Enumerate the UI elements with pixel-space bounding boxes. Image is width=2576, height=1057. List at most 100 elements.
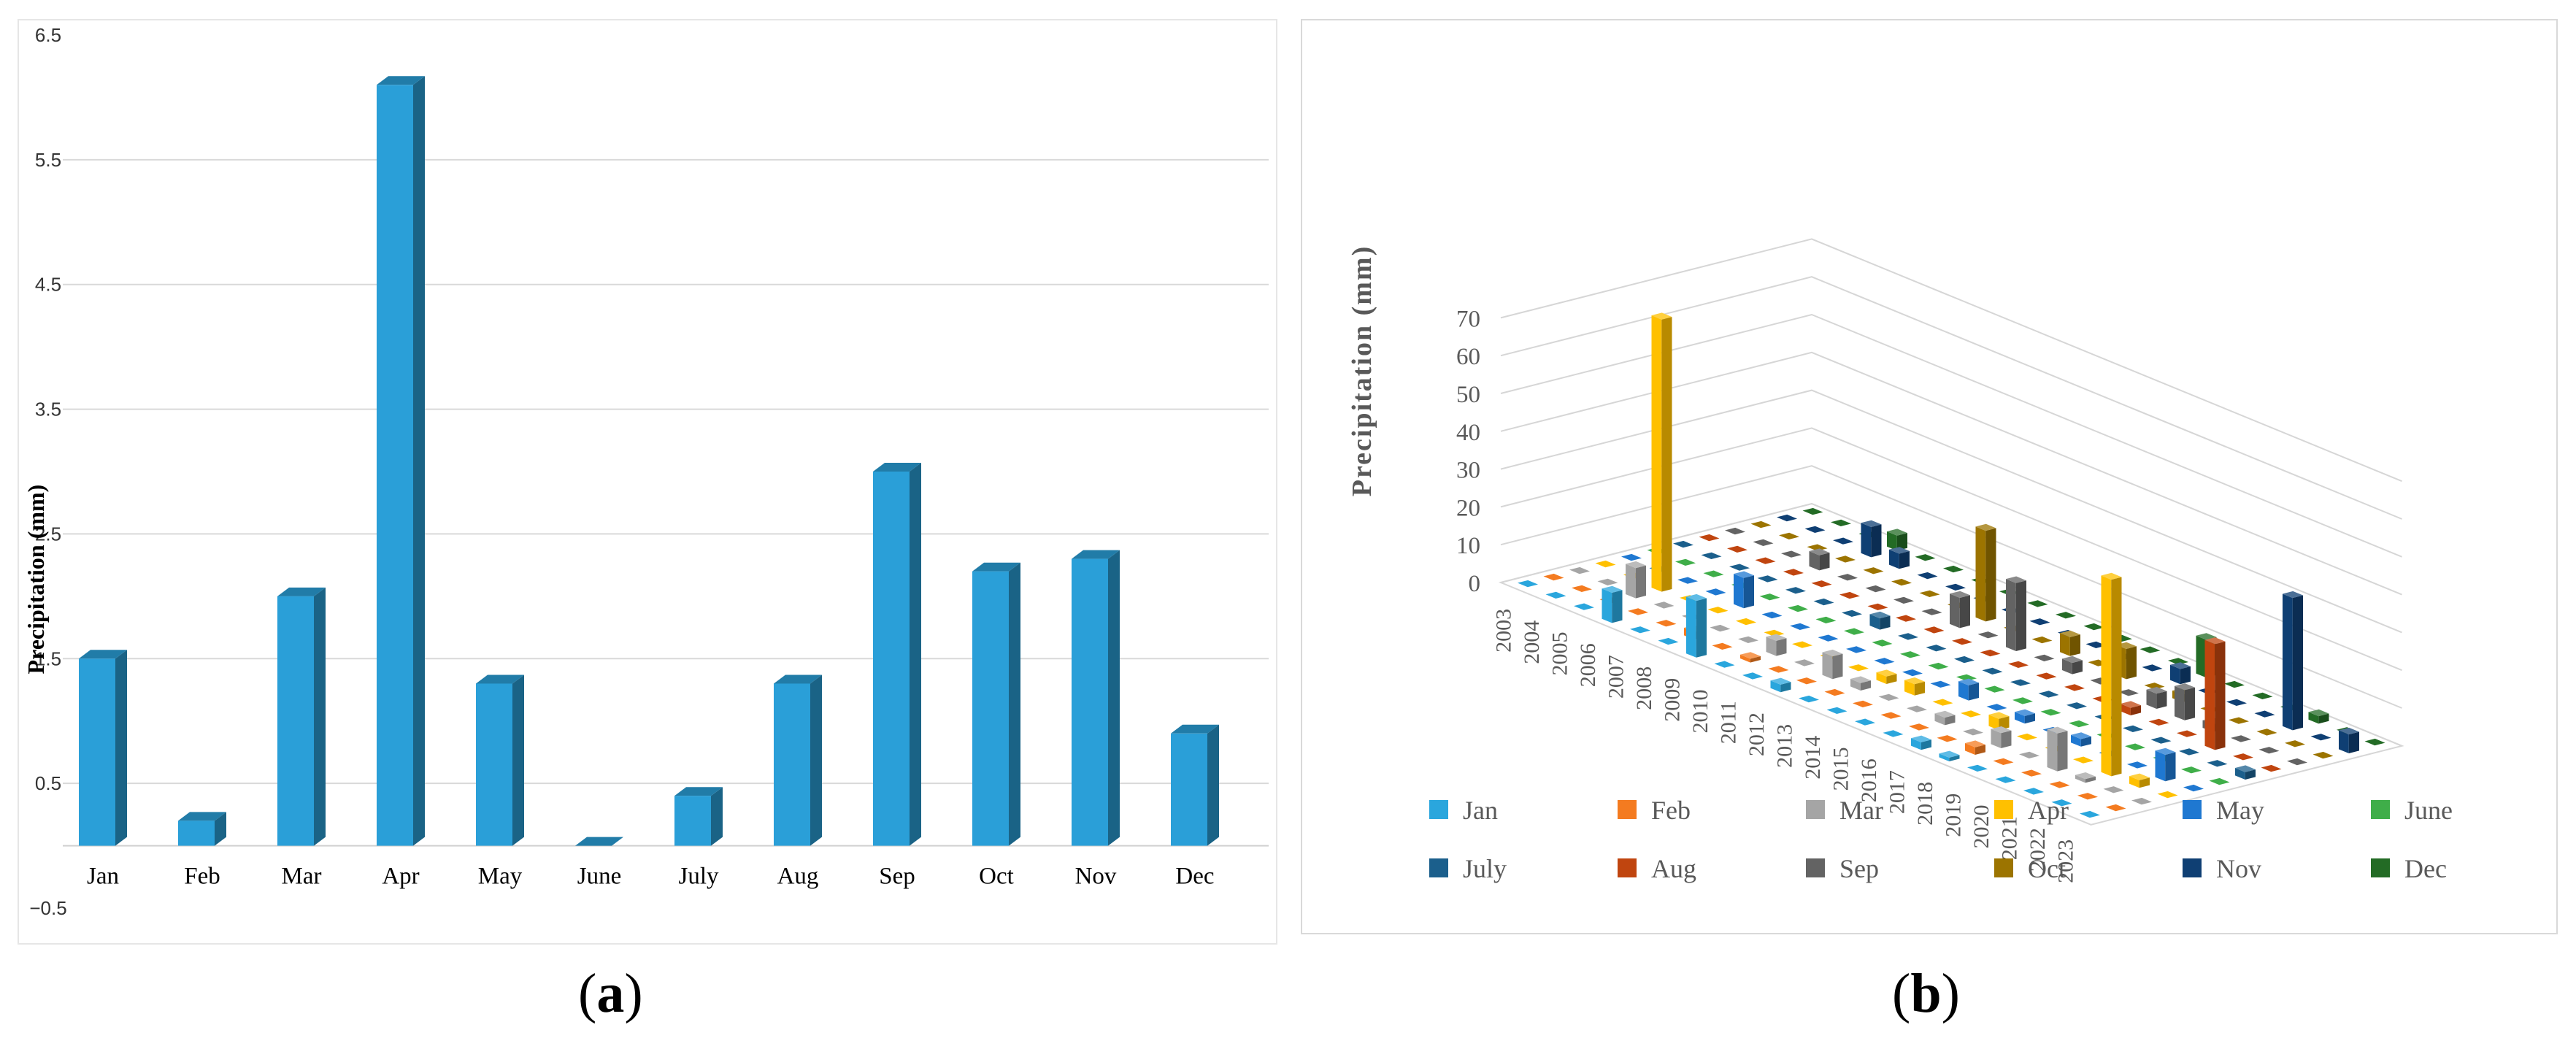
bar-aug-2016 <box>2064 684 2085 691</box>
bar-top-face <box>2339 727 2359 735</box>
bar-flat-marker <box>1569 566 1590 574</box>
bar-flat-marker <box>2261 764 2282 772</box>
bar-front-face <box>2129 776 2139 788</box>
legend-swatch <box>2183 800 2202 819</box>
bar-flat-marker <box>2258 747 2280 754</box>
bar-june-2013 <box>1928 662 1949 670</box>
bar-july-2016 <box>2038 691 2059 698</box>
legend-label: July <box>1463 854 1507 883</box>
bar-front-face <box>1861 523 1872 558</box>
bar-aug-2023 <box>2261 764 2282 772</box>
bar-top-face <box>1911 735 1931 742</box>
bar-aug-2007 <box>1811 580 1832 588</box>
bar-feb-2015 <box>1880 712 1902 719</box>
bar-flat-marker <box>2064 684 2085 691</box>
bar-flat-marker <box>2012 697 2033 704</box>
bar-may-2015 <box>1958 678 1979 701</box>
bar-dec-2006 <box>1887 528 1907 551</box>
y-axis-label: Precipitation (mm) <box>23 485 49 674</box>
bar-flat-marker <box>1874 658 1895 665</box>
legend-swatch <box>1618 858 1637 877</box>
bar-flat-marker <box>1842 610 1862 617</box>
bar-flat-marker <box>1835 556 1856 563</box>
bar-front-face <box>2047 729 2058 772</box>
bar-front-face <box>178 820 215 846</box>
bar-flat-marker <box>1621 553 1642 561</box>
bar-side-face <box>1968 683 1979 701</box>
bar-flat-marker <box>2233 753 2253 761</box>
bar-front-face <box>1991 729 2002 748</box>
z-tick-label: 70 <box>1456 306 1480 332</box>
bar-front-face <box>476 683 512 846</box>
year-tick-label: 2003 <box>1491 609 1515 653</box>
bar-jan-2023 <box>2080 810 2100 818</box>
bar-mar-2018 <box>1991 726 2012 748</box>
bar-front-face <box>2062 658 2072 674</box>
bar-side-face <box>1914 681 1925 696</box>
bar-top-face <box>2060 630 2080 637</box>
bar-nov-2005 <box>1833 537 1853 545</box>
bar-may-2008 <box>1761 611 1783 619</box>
year-tick-label: 2013 <box>1772 724 1796 768</box>
bar-july-2014 <box>1982 667 2003 674</box>
legend-swatch <box>1994 858 2013 877</box>
bar-flat-marker <box>1790 623 1810 630</box>
legend-entry-may: May <box>2183 796 2264 825</box>
bar-flat-marker <box>2123 725 2143 732</box>
bar-front-face <box>1965 743 1975 755</box>
bar-flat-marker <box>1595 560 1616 568</box>
bar-jan-2014 <box>1826 707 1848 714</box>
bar-flat-marker <box>2312 751 2334 759</box>
bar-flat-marker <box>1783 569 1804 576</box>
bar-july-2019 <box>2123 725 2143 732</box>
bar-may-2011 <box>1846 646 1866 653</box>
bar-nov-2017 <box>2170 662 2191 685</box>
bar-flat-marker <box>2285 740 2305 747</box>
bar-front-face <box>2015 712 2025 724</box>
bar-feb-2004 <box>1572 585 1592 592</box>
bar-side-face <box>314 587 326 846</box>
bar-feb-2019 <box>1993 758 2014 765</box>
bar-flat-marker <box>1703 570 1724 577</box>
bar-jan-2020 <box>1995 776 2016 783</box>
bar-aug-2011 <box>1923 626 1945 634</box>
bar-top-face <box>1934 710 1956 718</box>
bar-flat-marker <box>1742 672 1763 680</box>
bar-apr-2016 <box>1961 710 1981 718</box>
bar-side-face <box>1009 562 1020 846</box>
year-tick-label: 2008 <box>1632 666 1656 710</box>
bar-aug-2020 <box>2177 730 2197 737</box>
bar-side-face <box>2080 736 2091 747</box>
bar-flat-marker <box>2183 784 2204 792</box>
bar-side-face <box>2072 660 2083 674</box>
bar-flat-marker <box>1986 704 2007 711</box>
bar-flat-marker <box>2209 777 2230 785</box>
bar-jan-2004 <box>1545 591 1566 599</box>
bar-sep-2012 <box>1977 631 1999 639</box>
year-tick-label: 2019 <box>1941 793 1965 837</box>
bar-side-face <box>2156 691 2167 709</box>
bar-aug-2005 <box>1755 557 1776 564</box>
bar-flat-marker <box>2127 761 2148 769</box>
bar-dec-2013 <box>2083 623 2104 631</box>
bar-dec-2023 <box>2364 738 2385 746</box>
bar-flat-marker <box>1883 730 1904 737</box>
year-tick-label: 2007 <box>1604 655 1628 699</box>
bar-front-face <box>2071 734 2081 747</box>
bar-front-face <box>674 796 711 846</box>
y-tick-label: 2.5 <box>35 523 61 545</box>
bar-june-2010 <box>1844 628 1864 635</box>
bar-apr <box>377 76 425 846</box>
bar-flat-marker <box>1880 712 1902 719</box>
bar-flat-marker <box>2021 769 2042 777</box>
bar-sep-2014 <box>2034 654 2055 661</box>
legend-label: Mar <box>1839 796 1883 825</box>
bar-front-face <box>2283 593 2293 731</box>
x-tick-label: Jan <box>87 864 119 890</box>
bar-aug-2013 <box>1980 649 2001 657</box>
bar-flat-marker <box>2069 720 2089 728</box>
bar-side-face <box>2024 713 2035 724</box>
bar-mar-2023 <box>2131 797 2152 805</box>
bar-front-face <box>1686 596 1696 658</box>
bar-flat-marker <box>2083 623 2104 631</box>
